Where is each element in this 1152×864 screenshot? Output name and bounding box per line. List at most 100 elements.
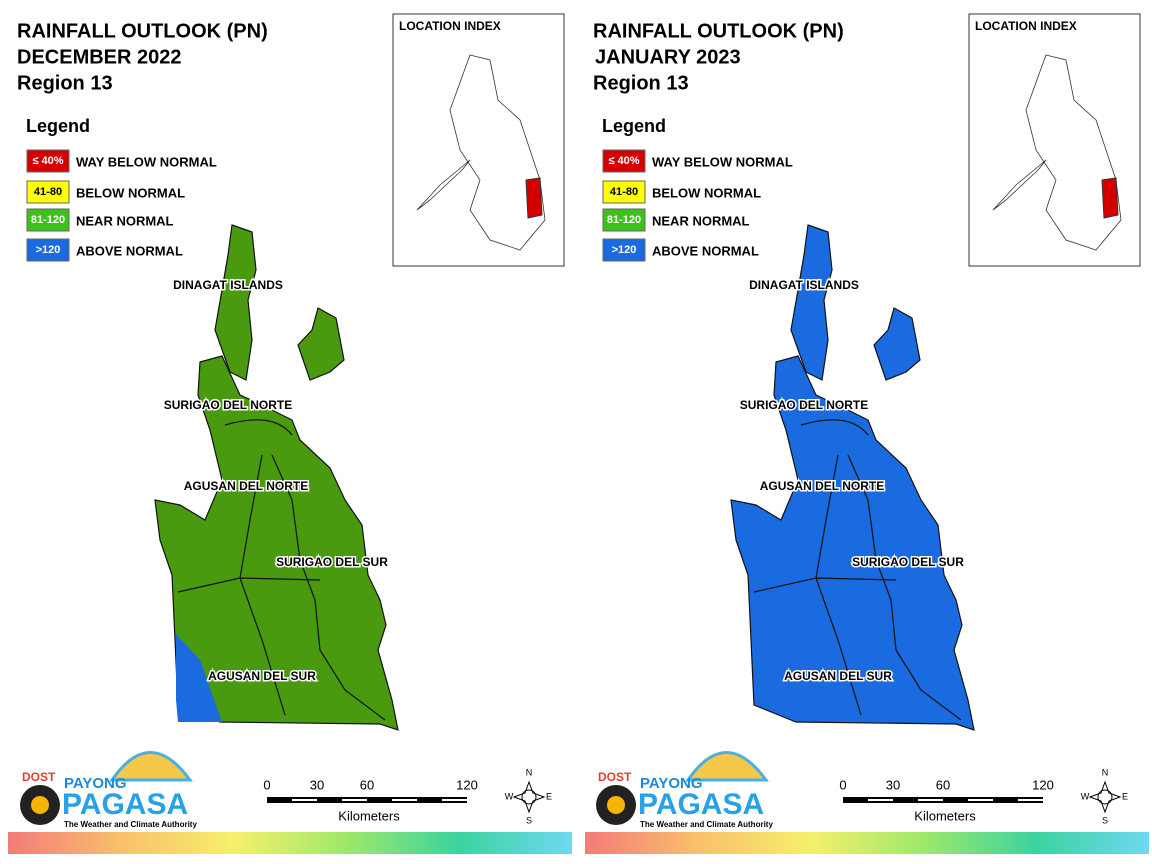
- legend-title: Legend: [602, 116, 666, 136]
- legend-label: NEAR NORMAL: [652, 213, 750, 228]
- legend-range: 41-80: [610, 186, 638, 198]
- compass-letter: S: [1102, 815, 1108, 825]
- compass-letter: S: [526, 815, 532, 825]
- logo-umbrella: [109, 751, 193, 782]
- maps: RAINFALL OUTLOOK (PN) DECEMBER 2022 Region…: [17, 13, 1141, 829]
- logo-pagasa: PAGASA: [62, 788, 188, 821]
- scale-tick: 0: [839, 777, 846, 792]
- legend-swatch: [26, 180, 70, 204]
- legend-range: ≤ 40%: [608, 155, 639, 167]
- above-normal-area: [176, 634, 222, 722]
- province-label: SURIGAO DEL SUR: [852, 555, 964, 569]
- logo-tagline: The Weather and Climate Authority: [64, 820, 197, 829]
- boundary: [271, 454, 386, 721]
- province-label: SURIGAO DEL SUR: [276, 555, 388, 569]
- scale-tick: 120: [1032, 777, 1054, 792]
- province-area: [730, 355, 975, 731]
- logo-dost: DOST: [22, 770, 56, 784]
- logo-seal-inner: [607, 796, 625, 814]
- title-line: RAINFALL OUTLOOK (PN): [593, 20, 844, 42]
- legend-range: >120: [36, 244, 61, 256]
- province-label: SURIGAO DEL NORTE: [164, 398, 292, 412]
- compass-ring: [1097, 789, 1113, 805]
- legend-label: WAY BELOW NORMAL: [652, 154, 793, 169]
- province-label: AGUSAN DEL SUR: [208, 669, 316, 683]
- legend-range: 81-120: [607, 214, 641, 226]
- title-line: RAINFALL OUTLOOK (PN): [17, 20, 268, 42]
- scale-segment: [442, 799, 467, 801]
- scale-segment: [292, 799, 317, 801]
- province-label: DINAGAT ISLANDS: [173, 278, 283, 292]
- compass-letter: E: [546, 791, 552, 801]
- boundary: [847, 454, 962, 721]
- province-label: AGUSAN DEL NORTE: [184, 479, 308, 493]
- title-line: DECEMBER 2022: [17, 46, 182, 68]
- legend-label: ABOVE NORMAL: [76, 243, 183, 258]
- compass-letter: W: [1081, 791, 1090, 801]
- compass-letter: W: [505, 791, 514, 801]
- location-index-label: LOCATION INDEX: [399, 19, 501, 33]
- scale-unit: Kilometers: [338, 808, 400, 823]
- province-area: [154, 355, 399, 731]
- compass-ring: [521, 789, 537, 805]
- logo-pagasa: PAGASA: [638, 788, 764, 821]
- title-line: Region 13: [593, 72, 689, 94]
- province-area: [873, 307, 921, 381]
- boundary: [239, 454, 263, 579]
- compass-letter: E: [1122, 791, 1128, 801]
- scale-unit: Kilometers: [914, 808, 976, 823]
- province-area: [214, 224, 257, 381]
- compass-rose: [512, 780, 546, 814]
- location-index-label: LOCATION INDEX: [975, 19, 1077, 33]
- logo-payong: PAYONG: [64, 775, 127, 792]
- legend-label: ABOVE NORMAL: [652, 243, 759, 258]
- province-label: AGUSAN DEL SUR: [784, 669, 892, 683]
- scale-tick: 60: [360, 777, 374, 792]
- mini-map: [449, 54, 546, 251]
- scale-segment: [868, 799, 893, 801]
- mini-map-island: [416, 159, 471, 211]
- title-line: Region 13: [17, 72, 113, 94]
- scale-tick: 30: [886, 777, 900, 792]
- boundary: [224, 419, 293, 436]
- province-area: [297, 307, 345, 381]
- logo-umbrella: [685, 751, 769, 782]
- color-strip: [8, 832, 572, 854]
- province-label: AGUSAN DEL NORTE: [760, 479, 884, 493]
- legend-swatch: [602, 238, 646, 262]
- logo-dost: DOST: [598, 770, 632, 784]
- mini-map-region: [1101, 177, 1119, 219]
- panel: RAINFALL OUTLOOK (PN) JANUARY 2023 Region …: [593, 13, 1141, 829]
- legend-swatch: [26, 149, 70, 173]
- mini-map: [1025, 54, 1122, 251]
- boundary: [800, 419, 869, 436]
- scale-tick: 0: [263, 777, 270, 792]
- logo-payong: PAYONG: [640, 775, 703, 792]
- scale-segment: [392, 799, 417, 801]
- province-label: DINAGAT ISLANDS: [749, 278, 859, 292]
- scale-segment: [342, 799, 367, 801]
- scale-segment: [1018, 799, 1043, 801]
- legend-range: ≤ 40%: [32, 155, 63, 167]
- logo-seal-inner: [31, 796, 49, 814]
- scale-segment: [918, 799, 943, 801]
- legend-range: 41-80: [34, 186, 62, 198]
- scale-tick: 30: [310, 777, 324, 792]
- scale-segment: [968, 799, 993, 801]
- scale-tick: 60: [936, 777, 950, 792]
- compass-rose: [1088, 780, 1122, 814]
- boundary: [815, 454, 839, 579]
- compass-letter: N: [1102, 767, 1109, 777]
- panel: RAINFALL OUTLOOK (PN) DECEMBER 2022 Region…: [17, 13, 565, 829]
- legend-label: NEAR NORMAL: [76, 213, 174, 228]
- color-strip: [585, 832, 1149, 854]
- legend-label: WAY BELOW NORMAL: [76, 154, 217, 169]
- logo-tagline: The Weather and Climate Authority: [640, 820, 773, 829]
- legend-swatch: [602, 208, 646, 232]
- legend-range: >120: [612, 244, 637, 256]
- legend-label: BELOW NORMAL: [76, 185, 185, 200]
- province-area: [790, 224, 833, 381]
- legend-swatch: [26, 208, 70, 232]
- boundary: [815, 577, 862, 716]
